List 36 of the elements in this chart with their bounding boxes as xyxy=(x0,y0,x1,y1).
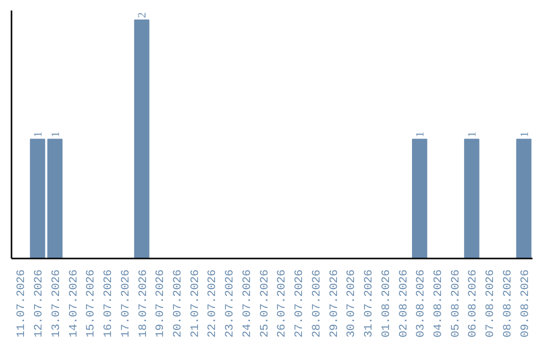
x-tick-label: 26.07.2026 xyxy=(276,269,289,338)
x-tick-label: 01.08.2026 xyxy=(380,269,393,338)
x-tick-label: 25.07.2026 xyxy=(259,269,272,338)
x-tick-label: 16.07.2026 xyxy=(103,269,116,338)
x-tick-label: 23.07.2026 xyxy=(224,269,237,338)
x-tick-label: 28.07.2026 xyxy=(311,269,324,338)
x-tick-label: 13.07.2026 xyxy=(50,269,63,338)
data-label: 2 xyxy=(136,12,149,18)
data-label: 1 xyxy=(518,132,531,138)
x-tick-label: 14.07.2026 xyxy=(68,269,80,338)
data-label: 1 xyxy=(466,132,479,138)
data-label: 1 xyxy=(50,132,62,138)
x-tick-label: 20.07.2026 xyxy=(172,269,184,338)
x-tick-label: 11.07.2026 xyxy=(16,269,28,338)
x-tick-label: 03.08.2026 xyxy=(416,269,428,338)
x-tick-label: 04.08.2026 xyxy=(432,269,445,338)
x-tick-label: 18.07.2026 xyxy=(138,269,150,338)
x-tick-label: 07.08.2026 xyxy=(485,269,498,338)
x-tick-label: 12.07.2026 xyxy=(34,269,46,338)
x-tick-label: 27.07.2026 xyxy=(294,269,306,338)
data-label: 1 xyxy=(414,132,427,138)
x-tick-label: 15.07.2026 xyxy=(86,269,98,338)
x-tick-label: 22.07.2026 xyxy=(207,269,220,338)
x-tick-label: 19.07.2026 xyxy=(155,269,168,338)
x-tick-label: 30.07.2026 xyxy=(346,269,358,338)
x-tick-label: 24.07.2026 xyxy=(242,269,254,338)
data-label: 1 xyxy=(32,132,45,138)
x-tick-label: 31.07.2026 xyxy=(364,269,376,338)
x-tick-label: 08.08.2026 xyxy=(502,269,514,338)
x-tick-label: 17.07.2026 xyxy=(120,269,132,338)
x-tick-label: 02.08.2026 xyxy=(398,269,410,338)
x-tick-label: 29.07.2026 xyxy=(328,269,341,338)
x-tick-label: 09.08.2026 xyxy=(520,269,532,338)
x-tick-label: 21.07.2026 xyxy=(190,269,202,338)
x-tick-label: 05.08.2026 xyxy=(450,269,462,338)
x-tick-label: 06.08.2026 xyxy=(468,269,480,338)
